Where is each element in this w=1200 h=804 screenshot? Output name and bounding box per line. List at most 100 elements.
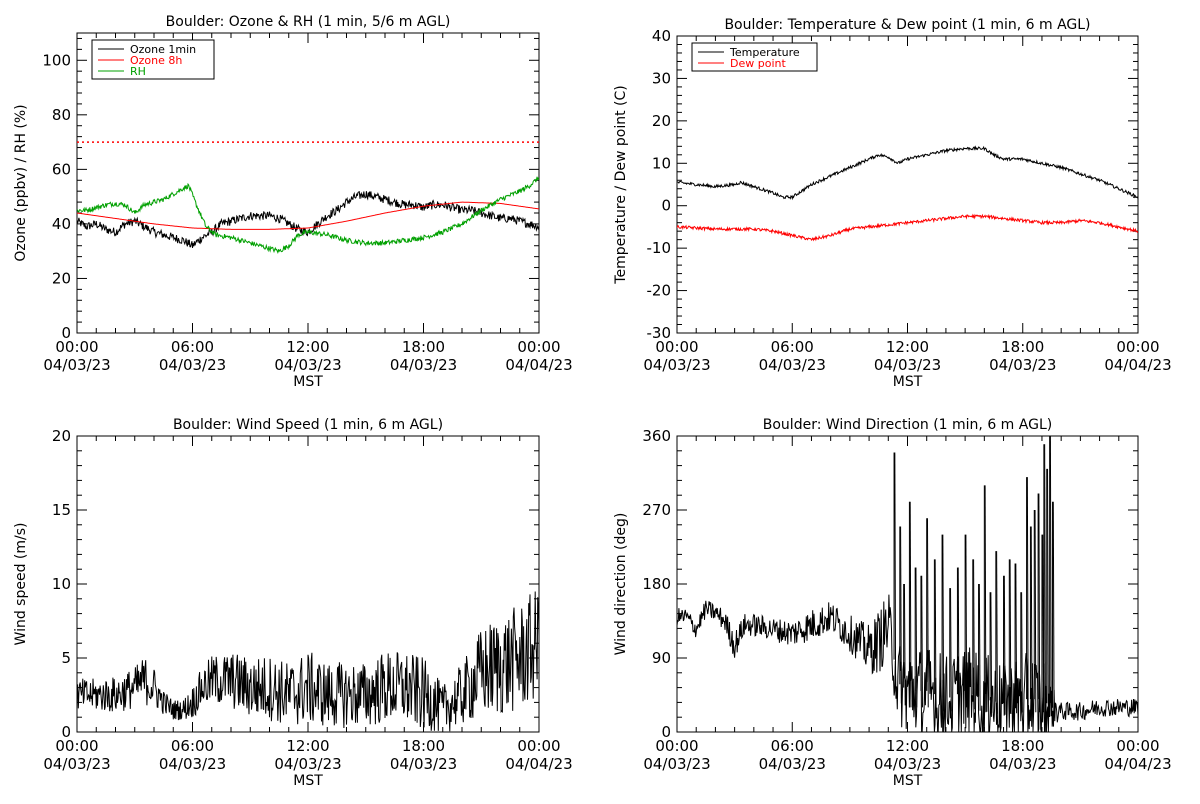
ozone-ytick-label: 100 [42, 51, 71, 69]
wind-direction-spike [1042, 534, 1044, 713]
wind-direction-spike [990, 592, 993, 714]
temperature-xtick-date: 04/03/23 [989, 356, 1056, 374]
ozone-legend-label: RH [130, 65, 146, 78]
ozone-xtick-label: 06:00 [171, 338, 214, 356]
wind-speed-ylabel: Wind speed (m/s) [13, 523, 29, 646]
wind-speed-xtick-label: 18:00 [402, 737, 445, 755]
wind-speed-ytick-label: 0 [61, 723, 71, 741]
wind-direction-spike [957, 567, 960, 710]
wind-speed-xtick-date: 04/03/23 [43, 755, 110, 773]
temperature-ytick-label: -20 [647, 282, 672, 300]
wind-direction-xtick-date: 04/03/23 [643, 755, 710, 773]
wind-speed-ytick-label: 15 [52, 501, 71, 519]
wind-direction-spike [903, 583, 906, 706]
temperature-legend-label: Temperature [729, 46, 800, 59]
wind-speed-ytick-label: 10 [52, 575, 71, 593]
wind-direction-spike [1052, 501, 1055, 718]
ozone-xtick-date: 04/03/23 [390, 356, 457, 374]
wind-speed-xtick-date: 04/03/23 [274, 755, 341, 773]
ozone-ytick-label: 20 [52, 269, 71, 287]
wind-direction-ytick-label: 270 [642, 501, 671, 519]
wind-direction-xtick-label: 00:00 [1116, 737, 1159, 755]
ozone-ytick-label: 60 [52, 160, 71, 178]
ozone-xtick-label: 00:00 [517, 338, 560, 356]
wind-direction-spike [1030, 526, 1033, 713]
wind-direction-xtick-label: 12:00 [886, 737, 929, 755]
ozone-xtick-date: 04/03/23 [159, 356, 226, 374]
wind-direction-spike [1009, 559, 1012, 714]
ozone-panel: Boulder: Ozone & RH (1 min, 5/6 m AGL) 0 2… [13, 14, 573, 390]
temperature-xtick-label: 06:00 [771, 338, 814, 356]
ozone-title: Boulder: Ozone & RH (1 min, 5/6 m AGL) [166, 14, 451, 30]
temperature-legend-label: Dew point [730, 57, 786, 70]
ozone-xtick-label: 12:00 [286, 338, 329, 356]
ozone-series-rh [77, 176, 539, 254]
wind-direction-series-line [677, 594, 1138, 732]
temperature-xtick-date: 04/03/23 [759, 356, 826, 374]
wind-direction-xtick-date: 04/04/23 [1104, 755, 1171, 773]
wind-direction-spike [1015, 563, 1018, 714]
temperature-ytick-label: -30 [647, 324, 672, 342]
temperature-xtick-date: 04/04/23 [1104, 356, 1171, 374]
wind-speed-xtick-date: 04/03/23 [390, 755, 457, 773]
wind-direction-xtick-label: 18:00 [1001, 737, 1044, 755]
wind-direction-spike [950, 588, 952, 712]
wind-direction-plot-area [677, 436, 1138, 732]
wind-direction-xtick-label: 06:00 [771, 737, 814, 755]
ozone-legend-label: Ozone 8h [130, 54, 182, 67]
wind-direction-spike [965, 534, 968, 708]
wind-direction-spike [900, 526, 902, 704]
temperature-ytick-label: 30 [652, 69, 671, 87]
wind-direction-ytick-label: 0 [661, 723, 671, 741]
wind-speed-xtick-label: 06:00 [171, 737, 214, 755]
ozone-ytick-label: 80 [52, 106, 71, 124]
ozone-xtick-label: 00:00 [55, 338, 98, 356]
ozone-series-ozone-8h [77, 201, 539, 230]
temperature-panel: Boulder: Temperature & Dew point (1 min,… [613, 17, 1172, 390]
wind-direction-spike [1047, 468, 1049, 715]
wind-speed-series-line [77, 591, 539, 732]
wind-speed-ytick-label: 5 [61, 649, 71, 667]
wind-direction-xtick-date: 04/03/23 [759, 755, 826, 773]
wind-direction-spike [915, 567, 918, 708]
temperature-xtick-label: 00:00 [1116, 338, 1159, 356]
temperature-ytick-label: 40 [652, 27, 671, 45]
wind-direction-spike [909, 501, 912, 708]
temperature-ylabel: Temperature / Dew point (C) [613, 85, 629, 284]
wind-speed-plot-area [77, 591, 539, 732]
ozone-xtick-date: 04/03/23 [43, 356, 110, 374]
temperature-xtick-label: 18:00 [1001, 338, 1044, 356]
wind-direction-title: Boulder: Wind Direction (1 min, 6 m AGL) [763, 417, 1052, 433]
temperature-ytick-label: 20 [652, 112, 671, 130]
wind-direction-xtick-date: 04/03/23 [874, 755, 941, 773]
temperature-ytick-label: 10 [652, 154, 671, 172]
ozone-xlabel: MST [293, 374, 323, 390]
temperature-ytick-label: -10 [647, 239, 672, 257]
wind-speed-xtick-label: 00:00 [55, 737, 98, 755]
wind-direction-spike [926, 518, 929, 708]
wind-direction-spike [1026, 477, 1029, 713]
ozone-ytick-label: 40 [52, 215, 71, 233]
temperature-title: Boulder: Temperature & Dew point (1 min,… [724, 17, 1090, 33]
wind-speed-xtick-label: 00:00 [517, 737, 560, 755]
wind-direction-spike [984, 485, 987, 713]
temperature-xtick-label: 00:00 [655, 338, 698, 356]
wind-direction-spike [1044, 444, 1046, 714]
ozone-ytick-label: 0 [61, 324, 71, 342]
wind-direction-ytick-label: 180 [642, 575, 671, 593]
wind-direction-panel: Boulder: Wind Direction (1 min, 6 m AGL)… [613, 417, 1172, 789]
wind-direction-xlabel: MST [893, 773, 923, 789]
wind-direction-spike [978, 583, 981, 711]
wind-direction-ylabel: Wind direction (deg) [613, 513, 629, 656]
wind-direction-spike [1003, 575, 1006, 715]
wind-direction-ytick-label: 360 [642, 427, 671, 445]
wind-direction-spike [1034, 509, 1037, 713]
ozone-xtick-label: 18:00 [402, 338, 445, 356]
wind-direction-spike [973, 559, 975, 710]
ozone-ylabel: Ozone (ppbv) / RH (%) [13, 104, 29, 261]
wind-speed-title: Boulder: Wind Speed (1 min, 6 m AGL) [173, 417, 443, 433]
temperature-plot-area [677, 145, 1138, 242]
temperature-xtick-date: 04/03/23 [874, 356, 941, 374]
